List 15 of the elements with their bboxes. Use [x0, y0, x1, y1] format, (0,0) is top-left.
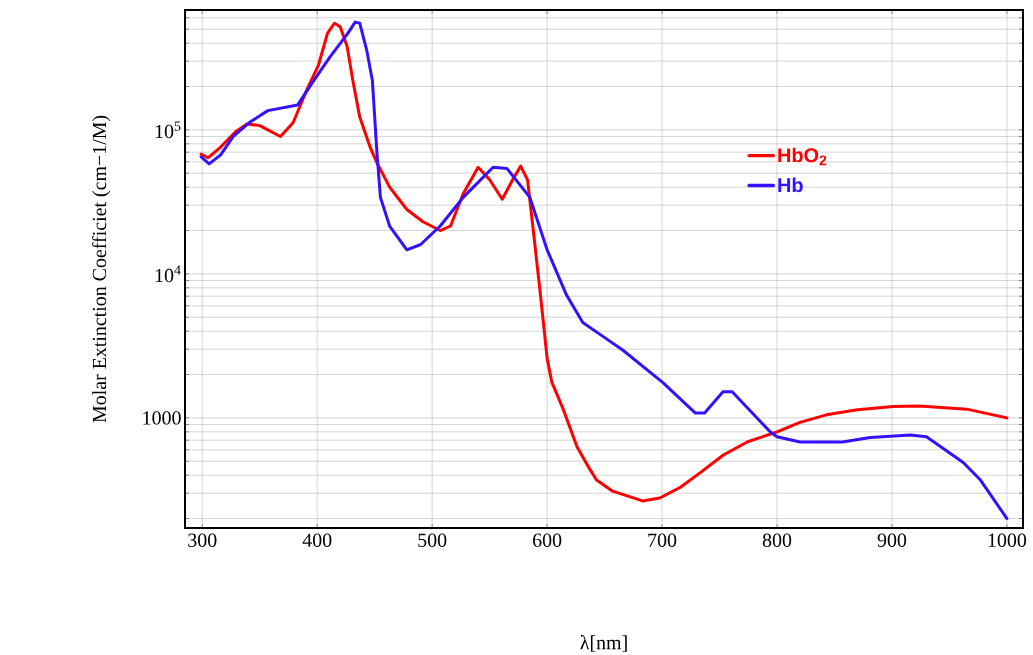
x-axis-title: λ[nm] [580, 635, 627, 652]
x-tick-label: 500 [418, 533, 447, 547]
x-tick-label: 400 [302, 533, 332, 547]
x-tick-label: 1000 [988, 533, 1027, 547]
legend-label: HbO$_{2}$ [778, 147, 827, 166]
x-tick-label: 900 [877, 533, 907, 547]
x-tick-label: 600 [533, 533, 562, 547]
x-tick-label: 700 [648, 533, 677, 547]
y-axis-title: Molar Extinction Coefficiet (cm−1/M) [91, 115, 111, 423]
y-tick-label: 10$^{4}$ [155, 265, 181, 283]
x-tick-label: 800 [762, 533, 792, 547]
legend-label: Hb [778, 177, 803, 193]
x-tick-label: 300 [188, 533, 217, 547]
y-tick-label: 1000 [143, 411, 181, 425]
y-tick-label: 10$^{5}$ [155, 121, 181, 139]
